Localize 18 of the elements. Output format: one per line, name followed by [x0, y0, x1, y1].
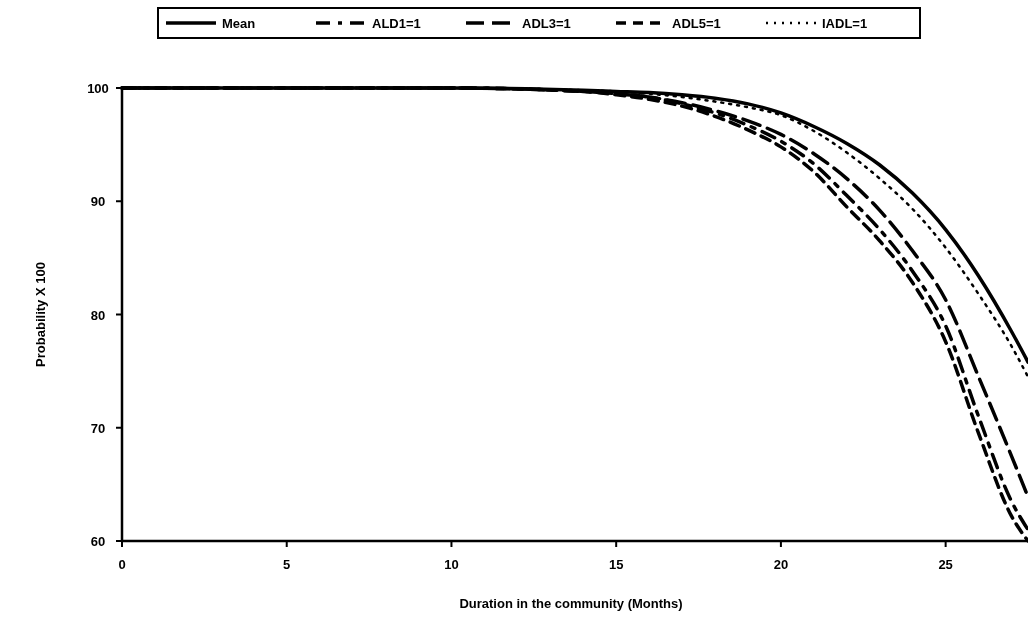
legend-label: IADL=1 — [822, 16, 868, 31]
legend-label: ALD1=1 — [372, 16, 421, 31]
legend-label: ADL3=1 — [522, 16, 571, 31]
y-axis-title: Probability X 100 — [33, 262, 48, 367]
y-tick-label: 100 — [87, 81, 109, 96]
x-tick-label: 20 — [773, 557, 789, 572]
x-tick-label: 0 — [118, 557, 126, 572]
x-axis-title: Duration in the community (Months) — [459, 596, 683, 611]
y-tick-label: 90 — [90, 194, 106, 210]
x-tick-label: 15 — [608, 557, 624, 572]
legend-label: ADL5=1 — [672, 16, 721, 31]
y-tick-label: 60 — [90, 534, 106, 549]
legend-label: Mean — [222, 16, 256, 31]
y-tick-label: 70 — [90, 420, 106, 436]
y-tick-label: 80 — [90, 307, 106, 323]
x-tick-label: 10 — [444, 557, 459, 572]
x-tick-label: 25 — [938, 557, 953, 572]
x-tick-label: 5 — [283, 557, 291, 572]
